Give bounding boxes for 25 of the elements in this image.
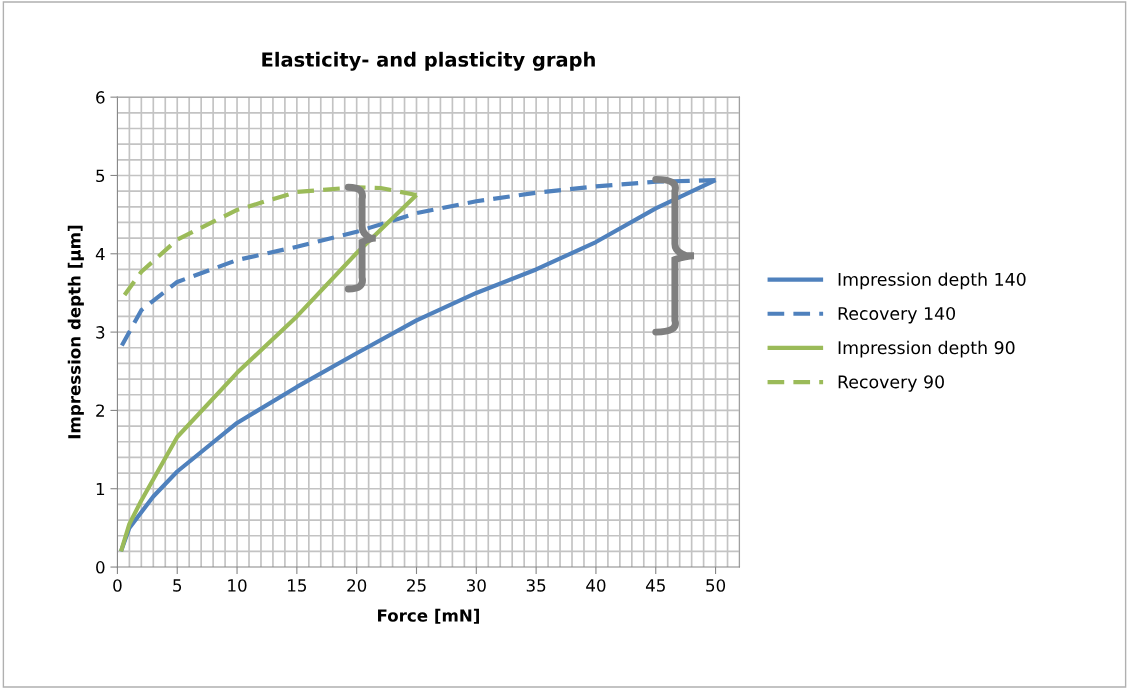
x-tick-label: 40: [586, 579, 606, 592]
y-tick-label: 4: [95, 247, 105, 261]
chart-title: Elasticity- and plasticity graph: [262, 51, 595, 71]
y-tick-label: 6: [96, 91, 105, 104]
y-tick-label: 0: [96, 561, 105, 574]
y-axis-title: Impression depth [µm]: [67, 225, 84, 439]
x-tick-label: 15: [288, 579, 307, 592]
y-tick-label: 5: [96, 169, 105, 183]
x-tick-label: 45: [645, 579, 665, 592]
legend-label: Recovery 140: [838, 306, 956, 324]
x-tick-label: 20: [347, 579, 367, 592]
x-tick-label: 30: [466, 579, 486, 592]
legend-label: Impression depth 90: [838, 340, 1015, 358]
x-tick-label: 50: [706, 579, 726, 592]
legend-label: Impression depth 140: [838, 272, 1026, 290]
legend-label: Recovery 90: [838, 375, 944, 392]
x-tick-label: 10: [228, 579, 247, 592]
x-tick-label: 35: [526, 579, 546, 592]
y-tick-label: 1: [96, 482, 105, 496]
x-axis-title: Force [mN]: [378, 608, 479, 624]
x-tick-label: 0: [113, 579, 122, 592]
x-tick-label: 25: [407, 579, 426, 592]
x-tick-label: 5: [173, 579, 182, 592]
y-tick-label: 2: [96, 404, 104, 417]
y-tick-label: 3: [96, 326, 105, 339]
